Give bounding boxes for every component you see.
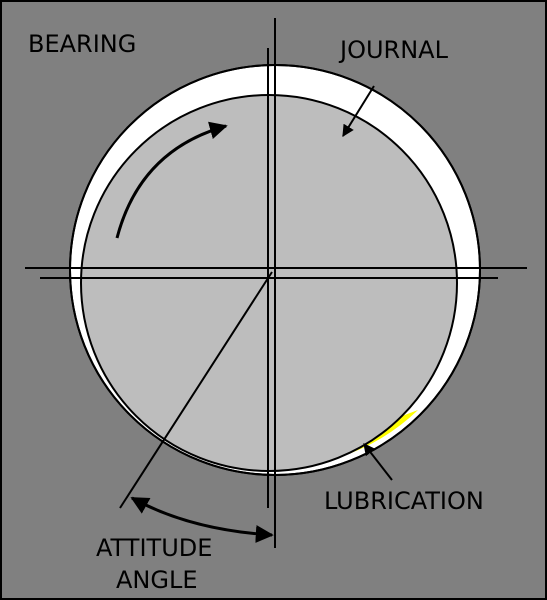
label-lubrication: LUBRICATION xyxy=(324,487,484,515)
lubrication-pointer-arrow xyxy=(363,443,393,481)
load-line xyxy=(119,271,273,509)
label-journal: JOURNAL xyxy=(340,36,448,64)
label-bearing: BEARING xyxy=(28,30,137,58)
rotation-arrow xyxy=(115,121,228,239)
attitude-angle-arc xyxy=(130,496,274,543)
label-attitude-line2: ANGLE xyxy=(116,566,198,594)
journal-pointer-arrow xyxy=(342,85,375,138)
label-attitude-line1: ATTITUDE xyxy=(96,534,213,562)
